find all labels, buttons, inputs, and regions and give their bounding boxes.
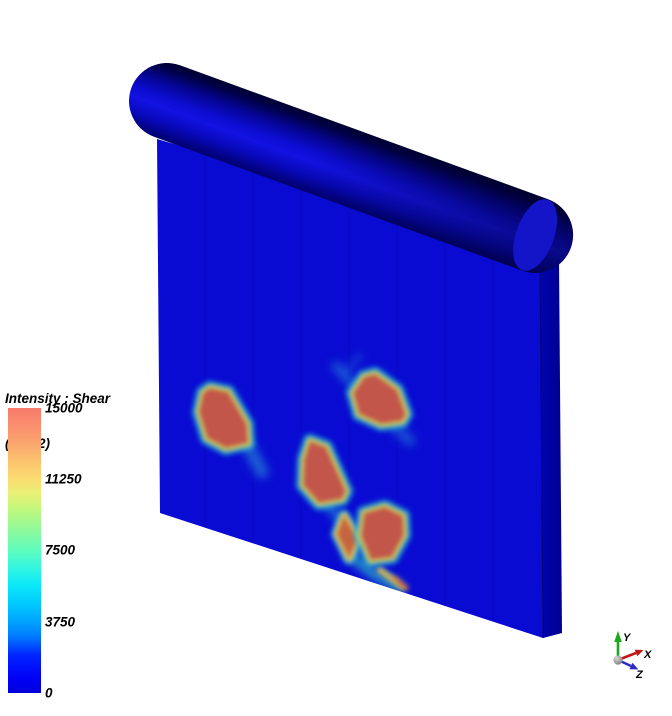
- colorbar-gradient: [8, 408, 41, 693]
- hotspot-upper-left: [191, 380, 256, 456]
- colorbar-tick-7500: 7500: [45, 542, 76, 558]
- z-axis-label: Z: [635, 669, 644, 681]
- hotspot-upper-right: [345, 366, 414, 432]
- legend-title-line1: Intensity : Shear: [5, 391, 111, 406]
- plate-side-face: [540, 252, 562, 638]
- hotspot-lower-streak: [330, 509, 365, 565]
- colorbar-tick-11250: 11250: [45, 471, 82, 487]
- orientation-axes-widget: Y X Z: [613, 631, 652, 681]
- x-axis-label: X: [643, 649, 652, 661]
- shear-hotspots: [191, 353, 416, 594]
- roller-cylinder: [129, 63, 574, 273]
- hotspot-middle: [295, 433, 354, 511]
- z-axis-arrowhead: [629, 662, 639, 670]
- axes-origin-sphere: [613, 655, 623, 665]
- y-axis-label: Y: [623, 632, 632, 644]
- colorbar-tick-min: 0: [45, 685, 53, 701]
- colorbar-tick-3750: 3750: [45, 614, 76, 630]
- cylinder-end-cap: [513, 199, 558, 271]
- y-axis-arrowhead: [614, 631, 622, 642]
- plate-edge-crease: [539, 251, 544, 639]
- edge-streak-hot-tip: [376, 566, 409, 591]
- hotspot-lower-right: [353, 499, 412, 568]
- x-axis-arrowhead: [634, 649, 644, 657]
- colorbar-tick-max: 15000: [45, 400, 83, 416]
- halo-streaks: [241, 353, 416, 594]
